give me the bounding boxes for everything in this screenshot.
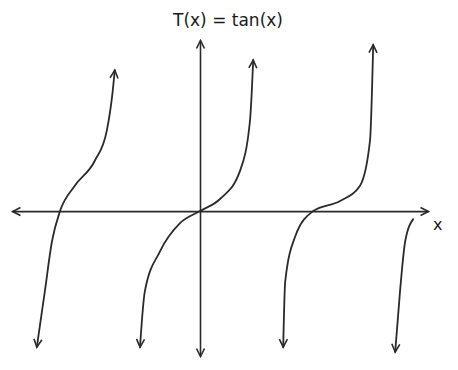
y-axis-line xyxy=(200,41,202,357)
x-axis-title: x xyxy=(433,215,442,234)
plot xyxy=(13,41,429,357)
title: T(x) = tan(x) xyxy=(172,10,283,30)
x-axis xyxy=(13,211,429,212)
tan-branch xyxy=(395,219,413,352)
tan-branch xyxy=(283,45,373,347)
chart: T(x) = tan(x) x xyxy=(0,0,458,370)
tan-branch xyxy=(140,60,253,347)
x-axis-line xyxy=(13,211,429,213)
series xyxy=(37,45,413,352)
y-axis xyxy=(200,41,201,357)
tan-branch xyxy=(37,70,115,347)
